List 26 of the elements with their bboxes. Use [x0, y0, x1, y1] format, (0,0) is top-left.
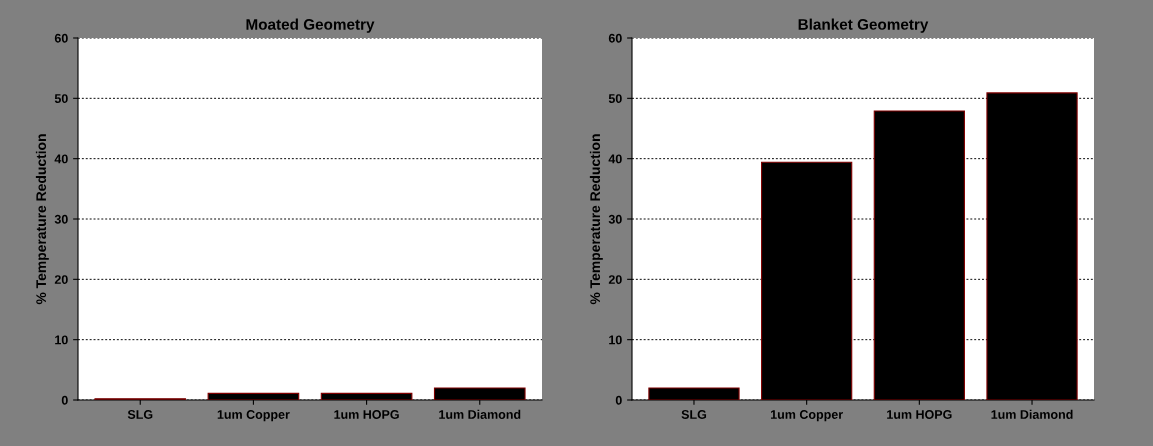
y-axis-title: % Temperature Reduction [589, 134, 603, 305]
y-tick-label: 60 [608, 33, 622, 43]
y-axis-title: % Temperature Reduction [35, 134, 49, 305]
x-tick-label: 1um Copper [770, 410, 843, 422]
y-tick-label: 40 [608, 154, 622, 164]
y-tick-label: 0 [61, 395, 68, 405]
chart-title: Moated Geometry [246, 18, 375, 33]
y-tick-label: 50 [608, 94, 622, 103]
y-tick-label: 30 [608, 214, 622, 224]
y-tick-label: 50 [54, 94, 68, 103]
y-tick-label: 60 [54, 33, 68, 43]
y-tick-label: 10 [609, 335, 622, 345]
x-tick-label: 1um Diamond [991, 409, 1073, 419]
x-tick-label: 1um HOPG [334, 410, 399, 419]
x-tick-label: 1um HOPG [887, 410, 952, 419]
chart-title: Blanket Geometry [798, 18, 929, 33]
x-tick-label: SLG [681, 410, 707, 419]
x-tick-label: 1um Diamond [439, 409, 521, 419]
y-tick-label: 30 [54, 214, 68, 224]
y-tick-label: 0 [615, 395, 622, 405]
y-tick-label: 20 [608, 275, 622, 284]
y-tick-label: 40 [54, 154, 68, 164]
x-tick-label: SLG [127, 410, 153, 419]
y-tick-label: 10 [55, 335, 68, 345]
y-tick-label: 20 [54, 275, 68, 284]
x-tick-label: 1um Copper [217, 410, 290, 422]
